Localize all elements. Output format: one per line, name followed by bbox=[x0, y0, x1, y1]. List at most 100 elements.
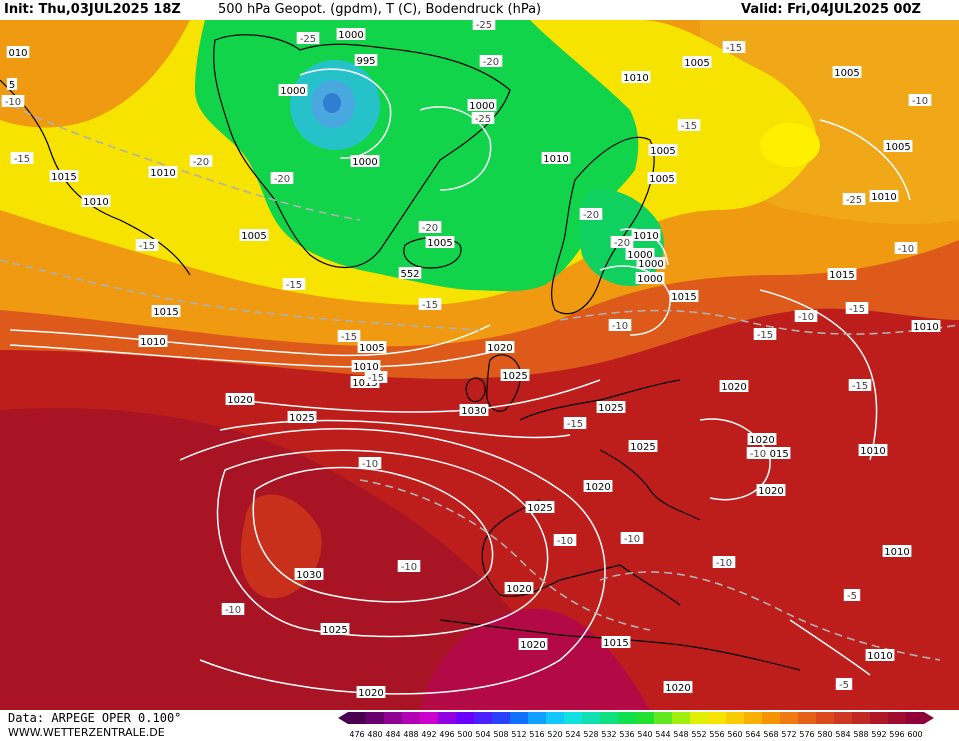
temperature-label: -20 bbox=[479, 55, 503, 68]
svg-text:-10: -10 bbox=[898, 244, 914, 255]
svg-text:-10: -10 bbox=[716, 558, 732, 569]
svg-text:1020: 1020 bbox=[520, 640, 545, 651]
pressure-label: 1020 bbox=[663, 681, 693, 694]
svg-text:-10: -10 bbox=[798, 312, 814, 323]
pressure-label: 1010 bbox=[865, 649, 895, 662]
scale-swatch bbox=[870, 712, 888, 724]
temperature-label: -15 bbox=[418, 298, 442, 311]
temperature-label: -10 bbox=[358, 457, 382, 470]
svg-text:-10: -10 bbox=[225, 605, 241, 616]
scale-swatch bbox=[348, 712, 366, 724]
scale-tick-label: 528 bbox=[583, 730, 598, 739]
scale-tick-label: 536 bbox=[619, 730, 634, 739]
scale-tick-label: 540 bbox=[637, 730, 652, 739]
scale-swatch bbox=[438, 712, 456, 724]
temperature-label: -10 bbox=[712, 556, 736, 569]
svg-text:-10: -10 bbox=[912, 96, 928, 107]
svg-text:-10: -10 bbox=[612, 321, 628, 332]
geopotential-field-bright-spot bbox=[760, 123, 820, 167]
scale-swatch bbox=[618, 712, 636, 724]
scale-tick-label: 560 bbox=[727, 730, 742, 739]
scale-tick-label: 524 bbox=[565, 730, 580, 739]
pressure-label: 1020 bbox=[356, 686, 386, 699]
scale-tick-label: 552 bbox=[691, 730, 706, 739]
pressure-label: 1020 bbox=[583, 480, 613, 493]
scale-swatch bbox=[420, 712, 438, 724]
svg-text:1010: 1010 bbox=[353, 362, 378, 373]
scale-swatch bbox=[546, 712, 564, 724]
pressure-label: 1010 bbox=[911, 320, 941, 333]
temperature-label: -10 bbox=[1, 95, 25, 108]
temperature-label: -20 bbox=[189, 155, 213, 168]
init-time-label: Init: Thu,03JUL2025 18Z bbox=[4, 2, 181, 17]
svg-text:-15: -15 bbox=[567, 419, 583, 430]
scale-tick-label: 544 bbox=[655, 730, 670, 739]
scale-swatch bbox=[762, 712, 780, 724]
svg-text:-25: -25 bbox=[846, 195, 862, 206]
pressure-label: 1010 bbox=[882, 545, 912, 558]
svg-text:1025: 1025 bbox=[527, 503, 552, 514]
svg-text:-20: -20 bbox=[583, 210, 599, 221]
pressure-label: 1005 bbox=[648, 144, 678, 157]
svg-text:-15: -15 bbox=[14, 154, 30, 165]
map-header: Init: Thu,03JUL2025 18Z 500 hPa Geopot. … bbox=[0, 0, 959, 20]
svg-text:1005: 1005 bbox=[834, 68, 859, 79]
temperature-label: -15 bbox=[848, 379, 872, 392]
pressure-label: 1020 bbox=[518, 638, 548, 651]
scale-swatch bbox=[492, 712, 510, 724]
temperature-label: -15 bbox=[282, 278, 306, 291]
svg-text:1005: 1005 bbox=[359, 343, 384, 354]
svg-text:-25: -25 bbox=[475, 114, 491, 125]
scale-tick-label: 600 bbox=[907, 730, 922, 739]
pressure-label: 1000 bbox=[278, 84, 308, 97]
scale-tick-label: 484 bbox=[385, 730, 400, 739]
svg-text:010: 010 bbox=[8, 48, 27, 59]
temperature-label: -10 bbox=[553, 534, 577, 547]
scale-tick-label: 532 bbox=[601, 730, 616, 739]
pressure-label: 552 bbox=[398, 267, 422, 280]
pressure-labels: 1000995100010001000100510051010100510101… bbox=[6, 28, 941, 699]
pressure-label: 1025 bbox=[287, 411, 317, 424]
pressure-label: 1020 bbox=[756, 484, 786, 497]
svg-text:1020: 1020 bbox=[487, 343, 512, 354]
pressure-label: 1025 bbox=[596, 401, 626, 414]
svg-text:1010: 1010 bbox=[543, 154, 568, 165]
temperature-label: -5 bbox=[843, 589, 861, 602]
scale-right-arrow bbox=[924, 712, 934, 724]
svg-text:-15: -15 bbox=[757, 330, 773, 341]
scale-swatch bbox=[366, 712, 384, 724]
svg-text:-15: -15 bbox=[341, 332, 357, 343]
svg-text:1005: 1005 bbox=[650, 146, 675, 157]
temperature-label: -15 bbox=[722, 41, 746, 54]
svg-text:-15: -15 bbox=[368, 373, 384, 384]
pressure-label: 1005 bbox=[682, 56, 712, 69]
pressure-label: 1015 bbox=[669, 290, 699, 303]
pressure-label: 1010 bbox=[351, 360, 381, 373]
svg-text:1005: 1005 bbox=[684, 58, 709, 69]
pressure-label: 1000 bbox=[625, 248, 655, 261]
pressure-label: 1020 bbox=[225, 393, 255, 406]
svg-text:-15: -15 bbox=[422, 300, 438, 311]
svg-text:1025: 1025 bbox=[598, 403, 623, 414]
svg-text:-25: -25 bbox=[300, 34, 316, 45]
scale-tick-label: 548 bbox=[673, 730, 688, 739]
pressure-label: 1000 bbox=[467, 99, 497, 112]
temperature-label: -25 bbox=[471, 112, 495, 125]
pressure-label: 1005 bbox=[647, 172, 677, 185]
scale-swatch bbox=[780, 712, 798, 724]
svg-text:1025: 1025 bbox=[289, 413, 314, 424]
scale-swatch bbox=[726, 712, 744, 724]
scale-swatch bbox=[384, 712, 402, 724]
temperature-label: -25 bbox=[842, 193, 866, 206]
pressure-label: 1030 bbox=[294, 568, 324, 581]
scale-tick-label: 564 bbox=[745, 730, 760, 739]
svg-text:1005: 1005 bbox=[885, 142, 910, 153]
svg-text:1000: 1000 bbox=[280, 86, 305, 97]
pressure-label: 1025 bbox=[525, 501, 555, 514]
svg-text:1015: 1015 bbox=[51, 172, 76, 183]
temperature-label: -10 bbox=[397, 560, 421, 573]
pressure-label: 1015 bbox=[49, 170, 79, 183]
scale-swatch bbox=[834, 712, 852, 724]
scale-tick-label: 508 bbox=[493, 730, 508, 739]
svg-text:1025: 1025 bbox=[502, 371, 527, 382]
